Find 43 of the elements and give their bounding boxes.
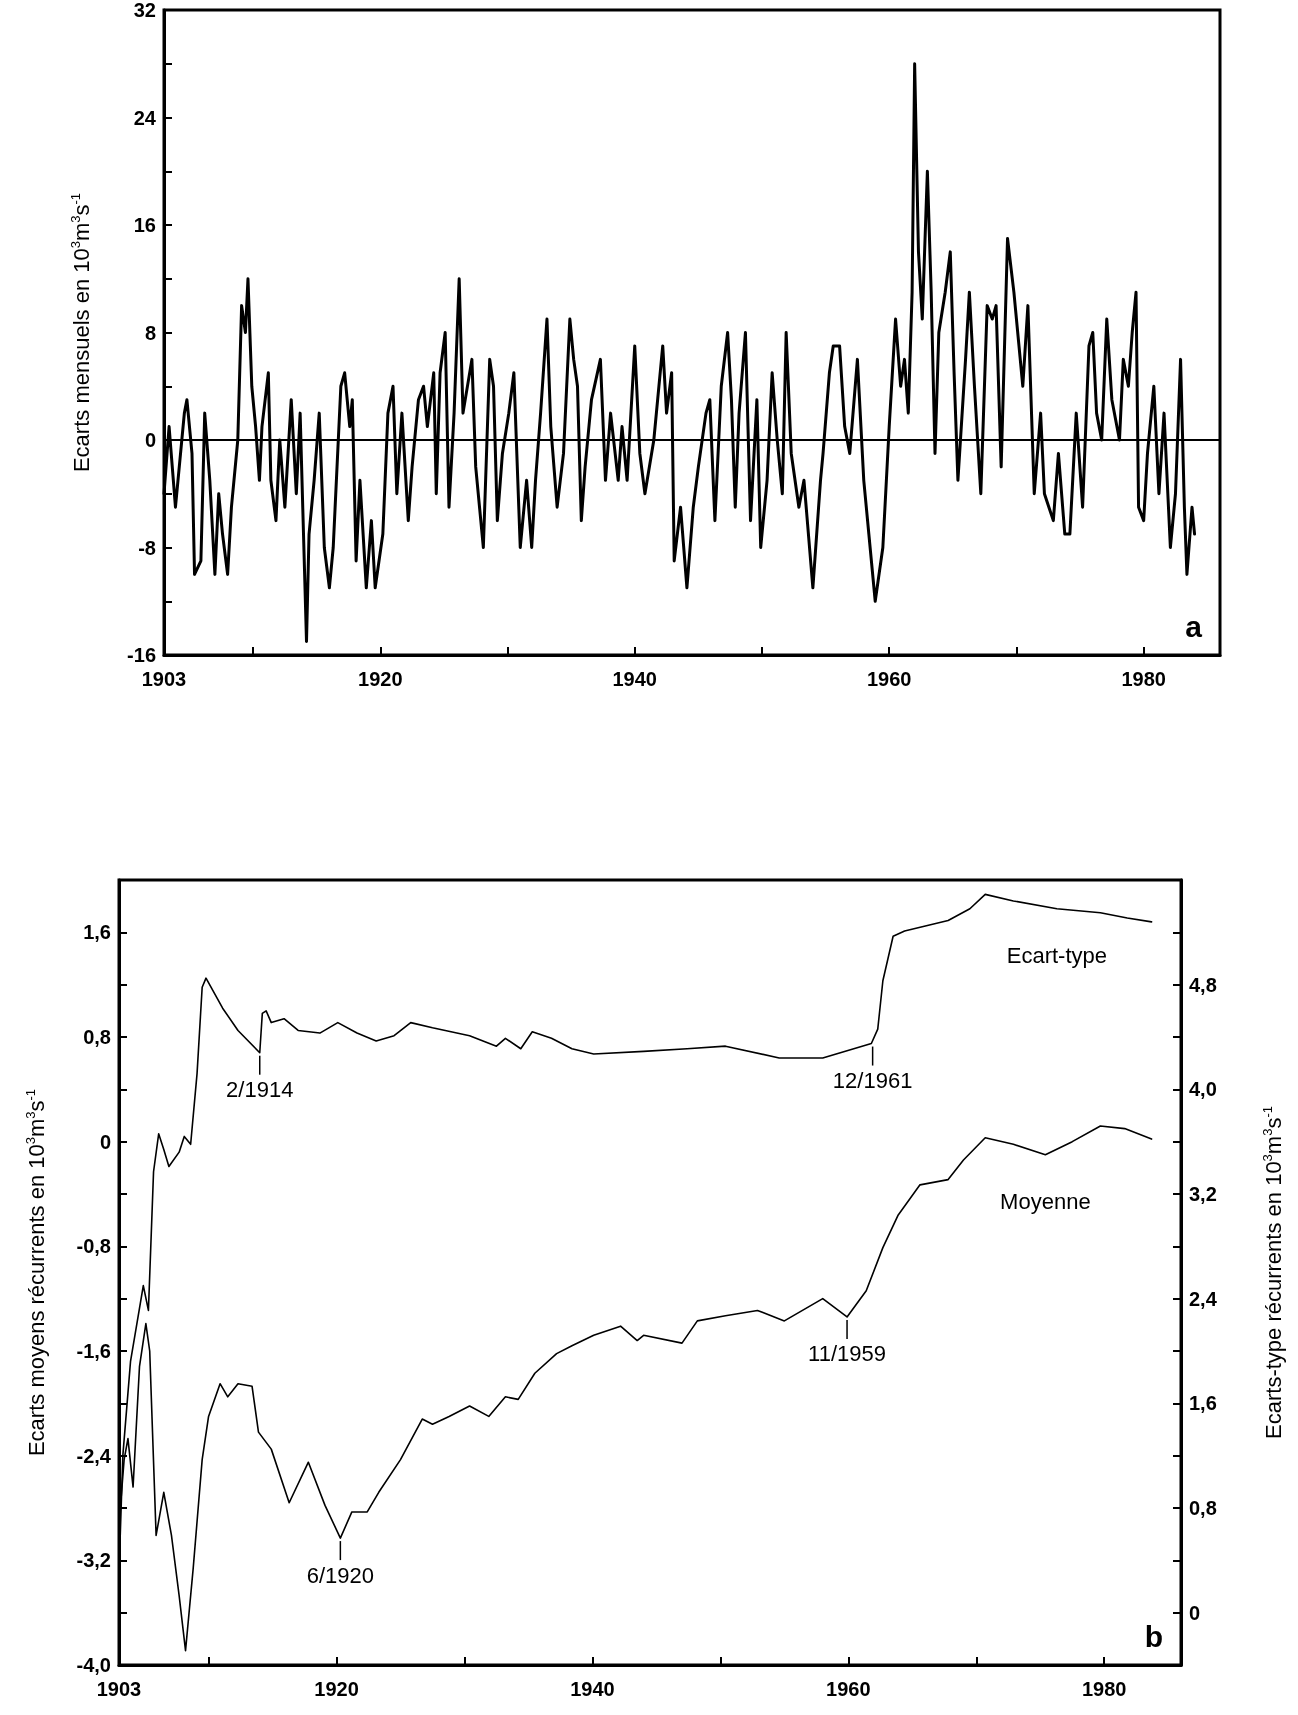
y2-tick-label: 0,8 bbox=[1189, 1497, 1217, 1519]
annotation: a bbox=[1185, 609, 1203, 643]
y-tick-label: -3,2 bbox=[76, 1549, 111, 1572]
y2-tick-label: 1,6 bbox=[1189, 1392, 1217, 1415]
x-tick-label: 1920 bbox=[358, 668, 403, 690]
y-tick-label: -1,6 bbox=[76, 1340, 111, 1362]
x-tick-label: 1960 bbox=[826, 1678, 871, 1700]
y2-tick-label: 4,8 bbox=[1189, 973, 1217, 996]
x-tick-label: 1920 bbox=[314, 1678, 359, 1700]
annotation: 11/1959 bbox=[808, 1341, 886, 1367]
y-tick-label: 24 bbox=[133, 106, 157, 129]
x-tick-label: 1960 bbox=[866, 668, 912, 690]
y-tick-label: 0,8 bbox=[83, 1026, 111, 1048]
y-tick-label: 8 bbox=[144, 321, 156, 344]
annotation: 12/1961 bbox=[832, 1068, 913, 1094]
y2-tick-label: 0 bbox=[1189, 1601, 1201, 1624]
y-tick-label: -4,0 bbox=[76, 1654, 111, 1676]
text: Moyenne bbox=[1000, 1189, 1091, 1215]
y-tick-label: 32 bbox=[133, 0, 156, 21]
series-label: Ecart-type bbox=[1006, 943, 1108, 969]
x-tick-label: 1940 bbox=[612, 668, 657, 690]
x-tick-label: 1903 bbox=[141, 668, 187, 690]
y-tick-label: -8 bbox=[138, 536, 156, 559]
y-tick-label: -0,8 bbox=[76, 1235, 111, 1258]
annotation: 6/1920 bbox=[306, 1562, 375, 1588]
annotation: b bbox=[1144, 1619, 1163, 1653]
x-tick-label: 1903 bbox=[96, 1678, 142, 1700]
y2-axis-title: Ecarts-type récurrents en 103m3s-1 bbox=[1260, 1106, 1286, 1439]
annotation: 2/1914 bbox=[226, 1077, 294, 1103]
y2-tick-label: 4,0 bbox=[1189, 1078, 1217, 1101]
y-tick-label: -2,4 bbox=[76, 1444, 112, 1467]
y-tick-label: 16 bbox=[133, 214, 156, 236]
y2-tick-label: 3,2 bbox=[1189, 1183, 1217, 1205]
y-tick-label: 1,6 bbox=[83, 921, 111, 944]
y-axis-title: Ecarts moyens récurrents en 103m3s-1 bbox=[23, 1088, 49, 1457]
y2-tick-label: 2,4 bbox=[1189, 1287, 1218, 1310]
x-tick-label: 1980 bbox=[1081, 1678, 1127, 1700]
y-tick-label: 0 bbox=[99, 1130, 111, 1153]
y-tick-label: 0 bbox=[144, 429, 156, 451]
y-axis-title: Ecarts mensuels en 103m3s-1 bbox=[68, 192, 94, 473]
y-tick-label: -16 bbox=[127, 644, 156, 666]
x-tick-label: 1980 bbox=[1121, 668, 1166, 690]
x-tick-label: 1940 bbox=[570, 1678, 615, 1700]
